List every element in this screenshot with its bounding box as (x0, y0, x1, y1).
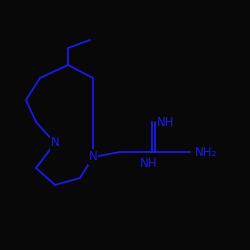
Text: N: N (50, 136, 59, 149)
Text: N: N (88, 150, 98, 164)
Text: NH: NH (140, 157, 158, 170)
Text: NH₂: NH₂ (195, 146, 217, 158)
Text: NH: NH (157, 116, 174, 128)
